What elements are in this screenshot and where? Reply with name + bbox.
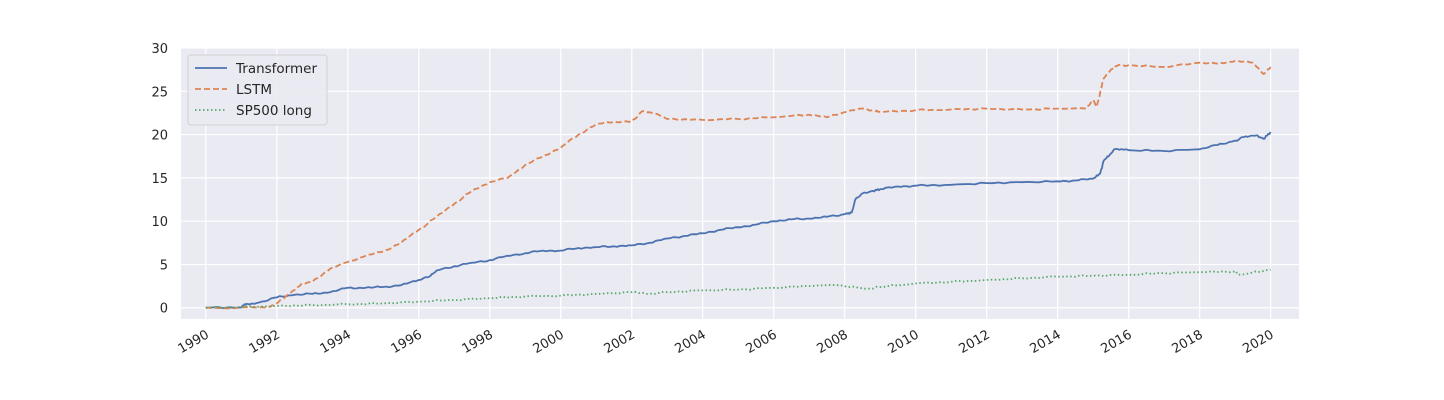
y-tick-label: 30 [151,42,168,57]
x-tick-label: 2016 [1098,327,1134,357]
series-line-transformer [205,131,1272,310]
legend-label-sp500-long: SP500 long [236,103,312,119]
x-tick-label: 2014 [1027,327,1063,357]
x-tick-label: 2002 [602,327,638,357]
x-tick-label: 2006 [744,327,780,357]
y-tick-label: 25 [151,85,168,100]
x-tick-label: 1994 [318,327,354,357]
legend-label-transformer: Transformer [235,61,317,77]
x-tick-label: 2012 [957,327,993,357]
x-tick-label: 2020 [1240,327,1276,357]
series-layer [205,60,1272,310]
x-tick-label: 1990 [176,327,212,357]
y-tick-label: 15 [151,172,168,187]
legend-label-lstm: LSTM [236,82,272,98]
x-tick-label: 1992 [247,327,283,357]
grid [181,47,1299,319]
legend: Transformer LSTM SP500 long [187,54,328,126]
legend-box [187,54,328,126]
y-tick-label: 20 [151,129,168,144]
y-tick-label: 5 [160,258,168,273]
y-tick-label: 0 [160,302,168,317]
x-tick-label: 2018 [1169,327,1205,357]
x-tick-label: 2000 [531,327,567,357]
x-tick-label: 2008 [815,327,851,357]
x-axis: 1990 1992 1994 1996 1998 2000 2002 2004 2006 2008… [176,327,1277,357]
x-tick-label: 1998 [460,327,496,357]
x-tick-label: 1996 [389,327,425,357]
y-tick-label: 10 [151,215,168,230]
x-tick-label: 2004 [673,327,709,357]
series-line-lstm [205,60,1272,310]
x-tick-label: 2010 [886,327,922,357]
y-axis: 0 5 10 15 20 25 30 [151,42,168,317]
plot-background [181,48,1299,319]
series-line-sp500-long [205,268,1271,309]
